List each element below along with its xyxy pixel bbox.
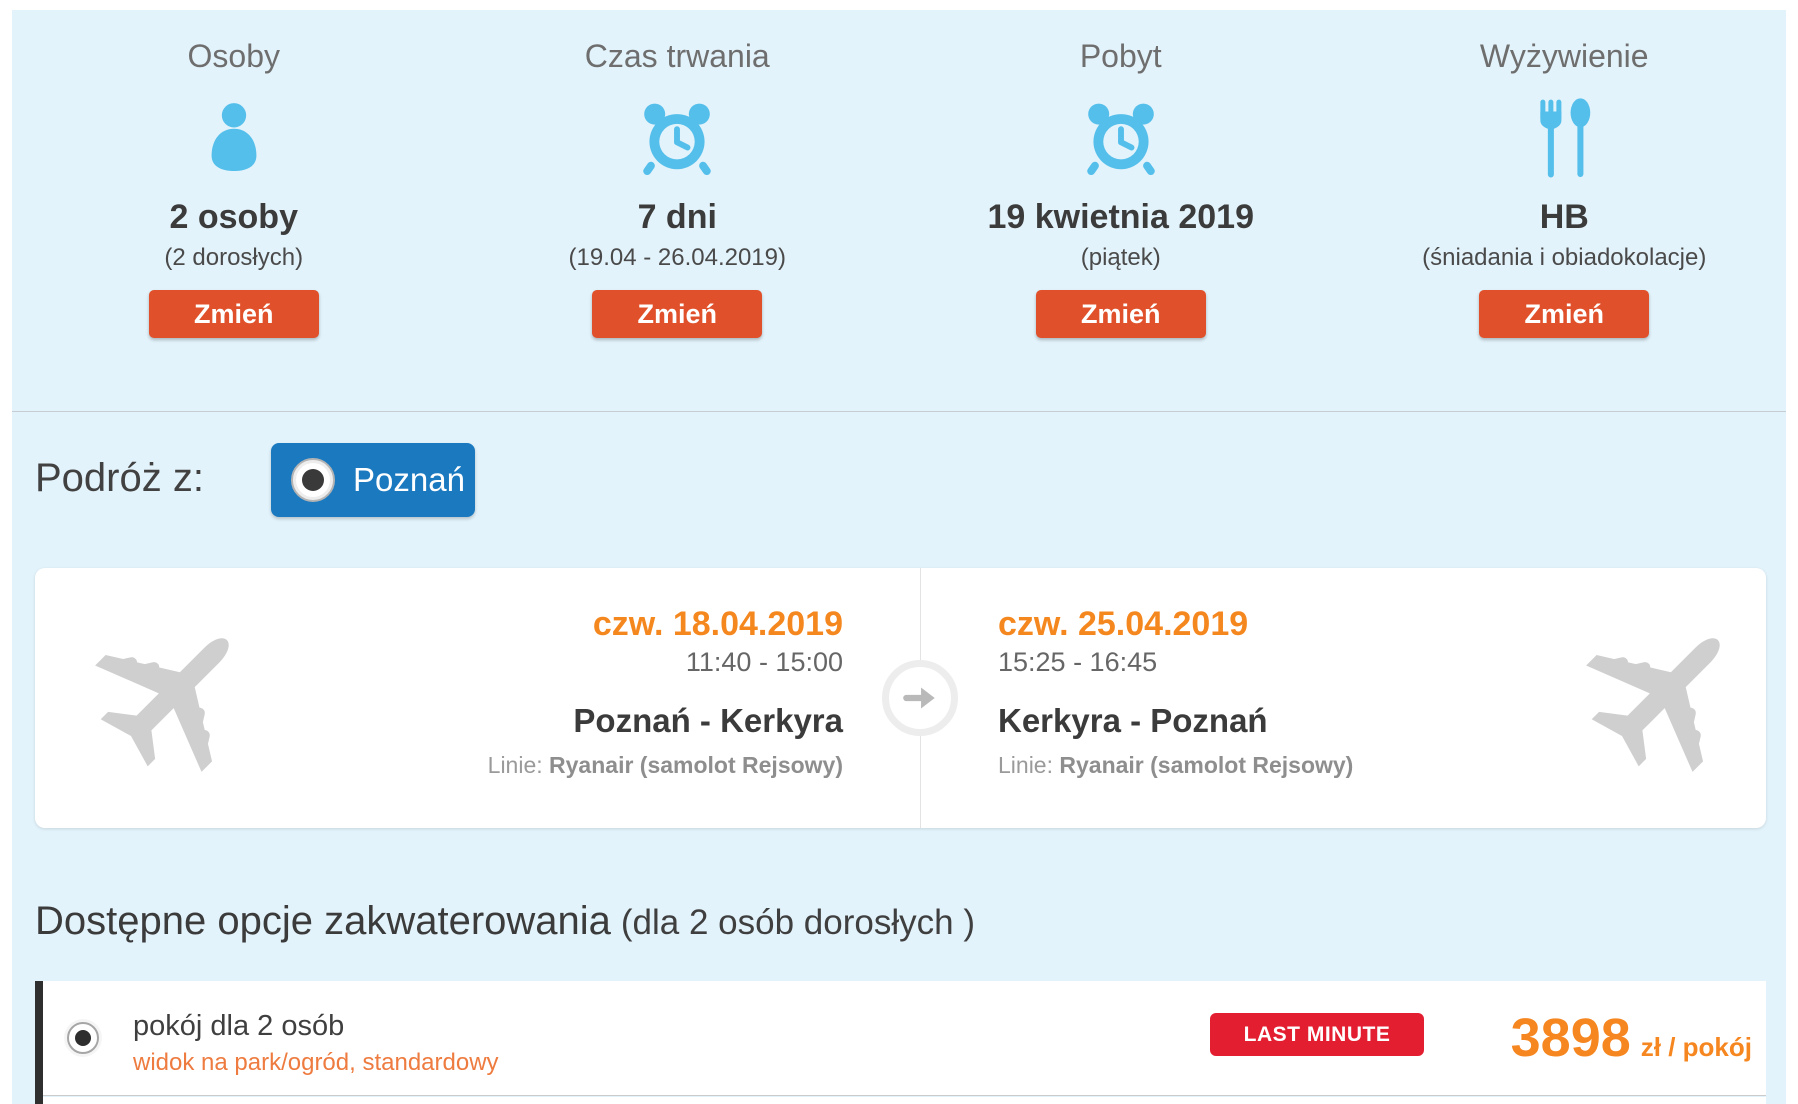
column-subtext: (19.04 - 26.04.2019) [568, 244, 787, 271]
flight-time: 11:40 - 15:00 [685, 647, 843, 677]
column-label: Pobyt [1079, 38, 1162, 74]
flight-time: 15:25 - 16:45 [998, 647, 1158, 677]
content-area: Osoby 2 osoby (2 dorosłych) Zmień Czas t… [12, 10, 1786, 1104]
person-icon [12, 94, 456, 184]
radio-checked-icon [291, 458, 335, 502]
option-price: 3898 zł / pokój [1511, 1007, 1752, 1069]
alarm-clock-icon [456, 94, 900, 184]
return-flight: czw. 25.04.2019 15:25 - 16:45 Kerkyra - … [921, 568, 1766, 828]
summary-column-pobyt: Pobyt 19 kwietnia 2019 (piątek) Zmień [899, 10, 1343, 411]
option-main: pokój dla 2 osób widok na park/ogród, st… [35, 981, 1766, 1096]
selected-option-bar [35, 981, 43, 1104]
plane-icon [1571, 612, 1746, 787]
last-minute-badge: LAST MINUTE [1210, 1013, 1424, 1056]
option-radio-checked[interactable] [67, 1022, 99, 1054]
column-subtext: (2 dorosłych) [164, 244, 304, 271]
price-value: 3898 [1510, 1008, 1631, 1068]
option-subtitle: widok na park/ogród, standardowy [133, 1048, 499, 1076]
change-duration-button[interactable]: Zmień [592, 290, 763, 338]
next-option-peek [43, 1097, 1766, 1104]
heading-note: (dla 2 osób dorosłych ) [620, 903, 975, 942]
column-value: 7 dni [637, 198, 717, 236]
change-date-button[interactable]: Zmień [1035, 290, 1206, 338]
option-texts: pokój dla 2 osób widok na park/ogród, st… [133, 999, 499, 1078]
column-value: 19 kwietnia 2019 [987, 198, 1254, 236]
change-persons-button[interactable]: Zmień [148, 290, 319, 338]
summary-column-osoby: Osoby 2 osoby (2 dorosłych) Zmień [12, 10, 456, 411]
flight-airline: Linie: Ryanair (samolot Rejsowy) [998, 752, 1354, 778]
column-value: 2 osoby [169, 198, 298, 236]
summary-panel: Osoby 2 osoby (2 dorosłych) Zmień Czas t… [12, 10, 1786, 412]
outbound-flight: czw. 18.04.2019 11:40 - 15:00 Poznań - K… [35, 568, 920, 828]
departure-city-button[interactable]: Poznań [271, 443, 475, 517]
column-subtext: (piątek) [1080, 244, 1161, 271]
departure-label: Podróż z: [35, 456, 204, 500]
accommodation-heading: Dostępne opcje zakwaterowania (dla 2 osób… [35, 899, 975, 944]
flight-airline: Linie: Ryanair (samolot Rejsowy) [487, 752, 843, 778]
column-subtext: (śniadania i obiadokolacje) [1422, 244, 1707, 271]
flight-route: Kerkyra - Poznań [998, 702, 1268, 739]
cutlery-icon [1343, 94, 1787, 184]
flight-date: czw. 18.04.2019 [592, 605, 843, 643]
heading-main: Dostępne opcje zakwaterowania [35, 899, 611, 943]
plane-icon [80, 612, 255, 787]
city-label: Poznań [353, 461, 465, 498]
column-value: HB [1539, 198, 1589, 236]
summary-column-wyzywienie: Wyżywienie HB (śniadania i obiadokolacje… [1343, 10, 1787, 411]
column-label: Czas trwania [584, 38, 770, 74]
column-label: Wyżywienie [1479, 38, 1649, 74]
alarm-clock-icon [899, 94, 1343, 184]
flight-route: Poznań - Kerkyra [573, 702, 843, 739]
accommodation-option-row[interactable]: pokój dla 2 osób widok na park/ogród, st… [35, 981, 1766, 1104]
price-unit: zł / pokój [1640, 1032, 1752, 1062]
option-title: pokój dla 2 osób [133, 1009, 345, 1042]
flight-card: czw. 18.04.2019 11:40 - 15:00 Poznań - K… [35, 568, 1766, 828]
column-label: Osoby [187, 38, 280, 74]
flight-date: czw. 25.04.2019 [998, 605, 1249, 643]
summary-column-czas-trwania: Czas trwania 7 dni (19.04 - 26.04.2019) … [456, 10, 900, 411]
change-meals-button[interactable]: Zmień [1479, 290, 1650, 338]
arrow-right-icon [882, 660, 958, 736]
